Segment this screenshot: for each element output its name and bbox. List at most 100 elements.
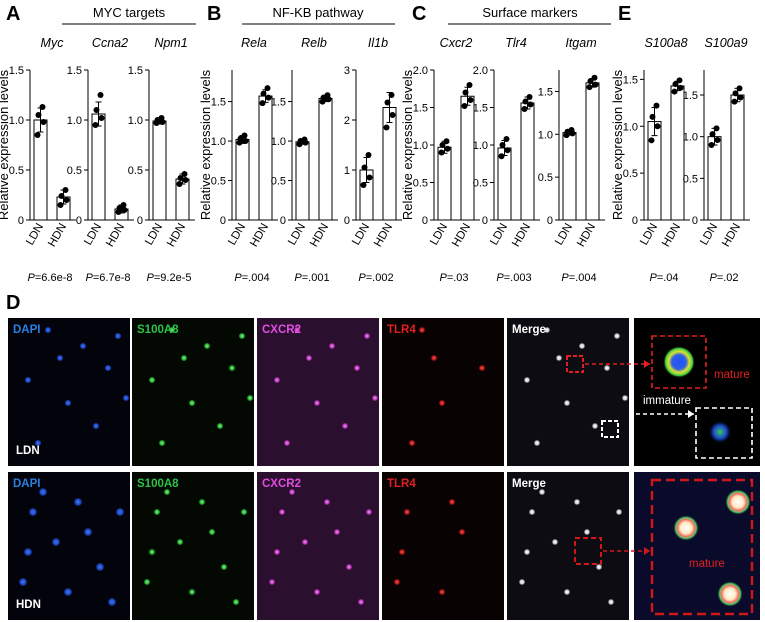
- cell: [328, 342, 336, 350]
- y-tick-label: 1.0: [67, 115, 82, 127]
- data-point: [92, 122, 99, 128]
- y-tick-label: 1.5: [128, 65, 143, 77]
- category-label-ldn: LDN: [226, 222, 248, 248]
- gene-title: S100a8: [644, 36, 687, 50]
- data-point: [439, 142, 446, 148]
- data-point: [384, 99, 391, 106]
- cell: [122, 394, 130, 402]
- immature-cell: [708, 420, 732, 444]
- data-point: [177, 175, 184, 181]
- cell: [607, 598, 615, 606]
- hdn-zoom-box: [650, 478, 754, 616]
- cell: [365, 508, 373, 516]
- cell: [371, 394, 379, 402]
- cell: [228, 364, 236, 372]
- category-label-ldn: LDN: [24, 222, 46, 248]
- gene-title: Npm1: [154, 36, 187, 50]
- channel-label-s100a8: S100A8: [137, 478, 179, 490]
- y-tick-label: 0: [547, 215, 553, 227]
- zoomed-cell: [725, 489, 751, 515]
- cell: [28, 507, 38, 517]
- data-point: [709, 131, 716, 138]
- immature-box: [695, 407, 753, 459]
- panel-c: C Surface markers Relative expression leve…: [400, 3, 611, 284]
- category-label-ldn: LDN: [488, 222, 510, 248]
- cell: [363, 332, 371, 340]
- cell: [555, 354, 563, 362]
- chart-npm1: Npm1 0 0.5 1.0 1.5 LDN HDN P=9.2e-5: [128, 36, 195, 284]
- cell: [313, 399, 321, 407]
- data-point: [365, 152, 372, 158]
- y-tick-label: 1.0: [128, 115, 143, 127]
- cell: [18, 577, 28, 587]
- chart-il1b: Il1b 0 1 2 3 LDN HDN P=.002: [344, 36, 402, 284]
- arrow-head: [688, 410, 694, 418]
- data-point: [444, 145, 451, 152]
- data-point: [181, 171, 188, 177]
- p-value: P=.004: [234, 272, 269, 284]
- data-point: [324, 92, 331, 99]
- data-point: [591, 74, 598, 81]
- panel-b: B NF-KB pathway Relative expression levels…: [198, 3, 402, 284]
- y-tick-label: 1.5: [413, 103, 428, 115]
- cell: [63, 587, 73, 597]
- data-point: [568, 127, 575, 133]
- channel-label-tlr4: TLR4: [387, 478, 416, 490]
- channel-label-cxcr2: CXCR2: [262, 324, 301, 336]
- cell: [198, 498, 206, 506]
- cell: [353, 364, 361, 372]
- data-point: [242, 138, 249, 145]
- data-point: [654, 123, 661, 130]
- cell: [158, 439, 166, 447]
- image-tile-dapi: DAPI LDN: [8, 318, 130, 466]
- tile-background: [132, 472, 254, 620]
- cell: [278, 508, 286, 516]
- cell: [583, 528, 591, 536]
- cell: [578, 342, 586, 350]
- cell: [273, 548, 281, 556]
- y-tick-label: 0.5: [623, 168, 638, 180]
- category-label-ldn: LDN: [428, 222, 450, 248]
- image-tile-s100a8: S100A8: [132, 472, 254, 620]
- cell: [551, 538, 559, 546]
- data-point: [389, 112, 396, 118]
- p-value: P=.003: [496, 272, 531, 284]
- category-label-ldn: LDN: [143, 222, 165, 248]
- data-point: [158, 115, 165, 121]
- data-point: [176, 181, 183, 187]
- cell: [613, 332, 621, 340]
- gene-title: Ccna2: [92, 36, 128, 50]
- immature-label: immature: [643, 395, 691, 407]
- bar-hdn: [585, 82, 600, 221]
- arrow-head: [644, 547, 650, 555]
- tile-background: [257, 318, 379, 466]
- cell: [104, 364, 112, 372]
- data-point: [301, 136, 308, 143]
- cell: [523, 548, 531, 556]
- data-point: [587, 78, 594, 85]
- chart-myc: Myc 0 0.5 1.0 1.5 LDN HDN P=6.6e-8: [9, 36, 76, 284]
- data-point: [526, 94, 533, 100]
- data-point: [653, 102, 660, 109]
- data-point: [63, 197, 70, 203]
- data-point: [120, 202, 127, 208]
- p-value: P=.002: [358, 272, 393, 284]
- bar-ldn: [235, 138, 250, 221]
- y-tick-label: 1.0: [211, 136, 226, 148]
- y-tick-label: 1.5: [271, 97, 286, 109]
- y-tick-label: 1.0: [413, 140, 428, 152]
- data-point: [714, 137, 721, 143]
- panel-header: NF-KB pathway: [272, 5, 364, 20]
- microscopy-row-ldn: DAPI LDN S100A8 CXCR2 TLR4 Merge: [8, 318, 629, 466]
- data-point: [62, 187, 69, 193]
- data-point: [649, 113, 656, 120]
- data-point: [259, 100, 266, 107]
- image-tile-cxcr2: CXCR2: [257, 472, 379, 620]
- p-value: P=.02: [709, 272, 738, 284]
- category-label-ldn: LDN: [553, 222, 575, 248]
- data-point: [732, 90, 739, 97]
- data-point: [57, 202, 64, 208]
- data-point: [731, 98, 738, 105]
- data-point: [383, 124, 390, 131]
- cell: [203, 342, 211, 350]
